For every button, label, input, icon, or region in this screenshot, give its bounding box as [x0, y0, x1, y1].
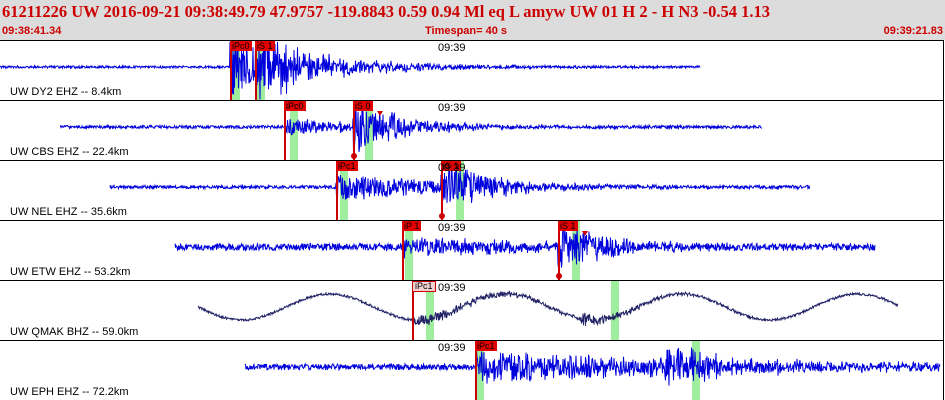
- trace-panel[interactable]: iPc1 iS 1 09:39 UW NEL EHZ -- 35.6km: [0, 160, 944, 220]
- pick-line: [441, 171, 443, 220]
- pick-arrow-icon: [377, 111, 383, 116]
- pick-marker-icon: [439, 213, 445, 219]
- pick-line: [558, 231, 560, 280]
- event-header: 61211226 UW 2016-09-21 09:38:49.79 47.97…: [0, 0, 945, 40]
- pick-window-band: [405, 221, 413, 280]
- seismogram-panels[interactable]: iPc0 iS 1 09:39 UW DY2 EHZ -- 8.4km iPc0 iS 0…: [0, 40, 945, 400]
- waveform-path: [0, 41, 701, 100]
- pick-marker-icon: [351, 153, 357, 159]
- event-title: 61211226 UW 2016-09-21 09:38:49.79 47.97…: [2, 2, 770, 21]
- waveform-trace[interactable]: [0, 281, 944, 340]
- station-label: UW CBS EHZ -- 22.4km: [10, 146, 129, 158]
- pick-line: [402, 231, 404, 280]
- station-label: UW QMAK BHZ -- 59.0km: [10, 326, 139, 338]
- timespan-readout: Timespan= 40 s: [425, 25, 508, 37]
- time-mark-label: 09:39: [438, 162, 466, 174]
- waveform-trace[interactable]: [0, 41, 944, 100]
- time-mark-label: 09:39: [438, 282, 466, 294]
- time-mark-label: 09:39: [438, 102, 466, 114]
- station-label: UW DY2 EHZ -- 8.4km: [10, 86, 122, 98]
- trace-panel[interactable]: iP 1 iS 1 09:39 UW ETW EHZ -- 53.2km: [0, 220, 944, 280]
- pick-label[interactable]: iS 1: [255, 41, 275, 51]
- waveform-trace[interactable]: [0, 341, 944, 400]
- pick-window-band: [426, 281, 434, 340]
- pick-window-band: [611, 281, 619, 340]
- station-label: UW EPH EHZ -- 72.2km: [10, 386, 129, 398]
- pick-line: [230, 51, 232, 100]
- pick-label[interactable]: iS 0: [353, 101, 373, 111]
- pick-label[interactable]: iPc1: [475, 341, 497, 351]
- time-mark-label: 09:39: [438, 42, 466, 54]
- pick-line: [353, 111, 355, 160]
- pick-label[interactable]: iS 1: [558, 221, 578, 231]
- pick-window-band: [692, 341, 700, 400]
- waveform-trace[interactable]: [0, 221, 944, 280]
- pick-arrow-icon: [582, 231, 588, 236]
- time-mark-label: 09:39: [438, 222, 466, 234]
- pick-label[interactable]: iPc1: [336, 161, 358, 171]
- end-time: 09:39:21.83: [883, 25, 943, 37]
- pick-window-band: [476, 341, 484, 400]
- trace-panel[interactable]: iPc1 09:39 UW QMAK BHZ -- 59.0km: [0, 280, 944, 340]
- waveform-path: [174, 221, 876, 273]
- pick-line: [255, 51, 257, 100]
- trace-panel[interactable]: iPc1 09:39 UW EPH EHZ -- 72.2km: [0, 340, 944, 400]
- start-time: 09:38:41.34: [2, 25, 62, 37]
- station-label: UW ETW EHZ -- 53.2km: [10, 266, 131, 278]
- waveform-path: [244, 347, 941, 386]
- pick-label[interactable]: iS 1: [441, 161, 461, 171]
- pick-label[interactable]: iPc0: [284, 101, 306, 111]
- pick-label[interactable]: iP 1: [402, 221, 422, 231]
- trace-panel[interactable]: iPc0 iS 0 09:39 UW CBS EHZ -- 22.4km: [0, 100, 944, 160]
- pick-line: [284, 111, 286, 160]
- time-mark-label: 09:39: [438, 342, 466, 354]
- pick-line: [475, 351, 477, 400]
- station-label: UW NEL EHZ -- 35.6km: [10, 206, 127, 218]
- pick-line: [412, 291, 414, 340]
- pick-line: [336, 171, 338, 220]
- waveform-path: [59, 103, 763, 153]
- pick-marker-icon: [556, 273, 562, 279]
- waveform-path: [197, 290, 899, 327]
- waveform-trace[interactable]: [0, 161, 944, 220]
- pick-label[interactable]: iPc1: [412, 281, 436, 292]
- waveform-trace[interactable]: [0, 101, 944, 160]
- pick-label[interactable]: iPc0: [230, 41, 252, 51]
- trace-panel[interactable]: iPc0 iS 1 09:39 UW DY2 EHZ -- 8.4km: [0, 40, 944, 100]
